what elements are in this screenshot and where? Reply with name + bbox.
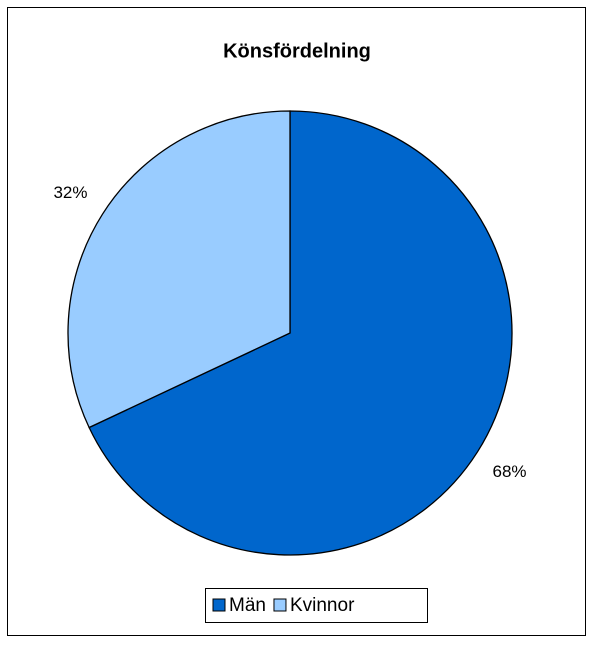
- data-label: 32%: [53, 183, 87, 202]
- legend-box: [205, 588, 428, 623]
- data-label: 68%: [493, 462, 527, 481]
- legend-label: Kvinnor: [290, 595, 355, 616]
- pie-slice: [88, 110, 513, 556]
- legend-swatch: [273, 598, 287, 612]
- legend-label: Män: [229, 595, 266, 616]
- legend-swatch: [212, 598, 226, 612]
- pie-slice: [67, 110, 291, 429]
- chart-title: Könsfördelning: [223, 40, 371, 62]
